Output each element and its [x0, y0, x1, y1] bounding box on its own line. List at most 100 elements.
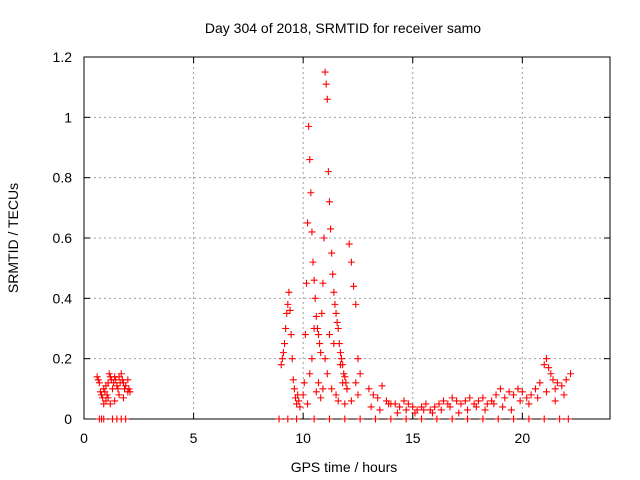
y-tick-labels: 0 0.2 0.4 0.6 0.8 1 1.2 [53, 49, 73, 427]
data-point [279, 349, 287, 357]
data-point [411, 409, 419, 417]
data-point [305, 122, 313, 130]
data-point [453, 397, 461, 405]
data-point [330, 340, 338, 348]
data-point [321, 355, 329, 363]
data-point [112, 376, 120, 384]
data-point [104, 394, 112, 402]
data-point [385, 400, 393, 408]
data-point [527, 391, 535, 399]
data-point [319, 385, 327, 393]
y-axis-label: SRMTID / TECUs [5, 183, 21, 293]
data-point [94, 376, 102, 384]
data-point [310, 415, 318, 423]
data-point [446, 403, 454, 411]
data-point [308, 355, 316, 363]
data-point [483, 400, 491, 408]
data-point [334, 325, 342, 332]
data-point [431, 403, 439, 411]
data-point [119, 394, 127, 402]
x-axis-label: GPS time / hours [291, 459, 398, 475]
data-point [100, 415, 108, 423]
data-point [330, 288, 338, 296]
data-point [516, 397, 524, 405]
data-point [558, 382, 566, 390]
data-point [318, 309, 326, 317]
data-point [514, 385, 522, 393]
data-point [310, 325, 318, 332]
data-point [374, 394, 382, 402]
x-tick-labels: 0 5 10 15 20 [80, 430, 530, 446]
data-point [564, 415, 572, 423]
data-point [304, 400, 312, 408]
data-point [306, 370, 314, 378]
data-point [315, 331, 323, 339]
data-point [396, 403, 404, 411]
plot-frame [83, 56, 611, 420]
data-point [312, 312, 320, 320]
data-point [402, 415, 410, 423]
data-point [284, 415, 292, 423]
data-point [356, 370, 364, 378]
grid-lines [84, 57, 610, 419]
data-point [341, 373, 349, 381]
data-point [371, 415, 379, 423]
data-point [310, 276, 318, 284]
data-point [531, 385, 539, 393]
data-point [293, 415, 301, 423]
data-point [402, 406, 410, 414]
data-point [492, 391, 500, 399]
data-point [479, 415, 487, 423]
data-point [299, 391, 307, 399]
data-point [540, 415, 548, 423]
data-point [391, 400, 399, 408]
data-point [343, 385, 351, 393]
data-point [433, 415, 441, 423]
data-point [321, 68, 329, 76]
data-point [325, 415, 333, 423]
data-point [378, 382, 386, 390]
data-point [376, 406, 384, 414]
data-point [309, 258, 317, 266]
data-point [301, 331, 309, 339]
data-point [479, 394, 487, 402]
data-point [437, 406, 445, 414]
data-point [328, 385, 336, 393]
data-point [331, 300, 339, 308]
data-point [475, 397, 482, 405]
data-point [347, 397, 355, 405]
data-point [287, 331, 295, 339]
data-point [507, 406, 515, 414]
data-point [387, 415, 395, 423]
data-point [354, 391, 362, 399]
axis-ticks [83, 56, 610, 420]
data-point [404, 400, 412, 408]
data-point [315, 379, 323, 387]
data-point [308, 228, 316, 236]
data-point [286, 306, 294, 314]
data-point [435, 400, 443, 408]
data-point [551, 385, 559, 393]
data-point [336, 349, 344, 357]
data-point [106, 400, 114, 408]
y-tick-label: 0.2 [53, 351, 73, 367]
chart-title: Day 304 of 2018, SRMTID for receiver sam… [205, 20, 481, 36]
data-point [464, 406, 472, 414]
data-point [556, 415, 564, 423]
data-point [103, 391, 111, 399]
data-point [549, 376, 557, 384]
data-point [523, 394, 531, 402]
data-point [336, 361, 344, 369]
data-point [534, 394, 542, 402]
data-point [525, 415, 533, 423]
data-point [510, 391, 518, 399]
data-point [562, 376, 570, 384]
data-point [320, 234, 328, 242]
data-point [448, 415, 456, 423]
data-point [560, 391, 568, 399]
data-point [278, 355, 286, 363]
data-point [312, 388, 320, 396]
data-point [494, 415, 502, 423]
data-point [325, 331, 333, 339]
